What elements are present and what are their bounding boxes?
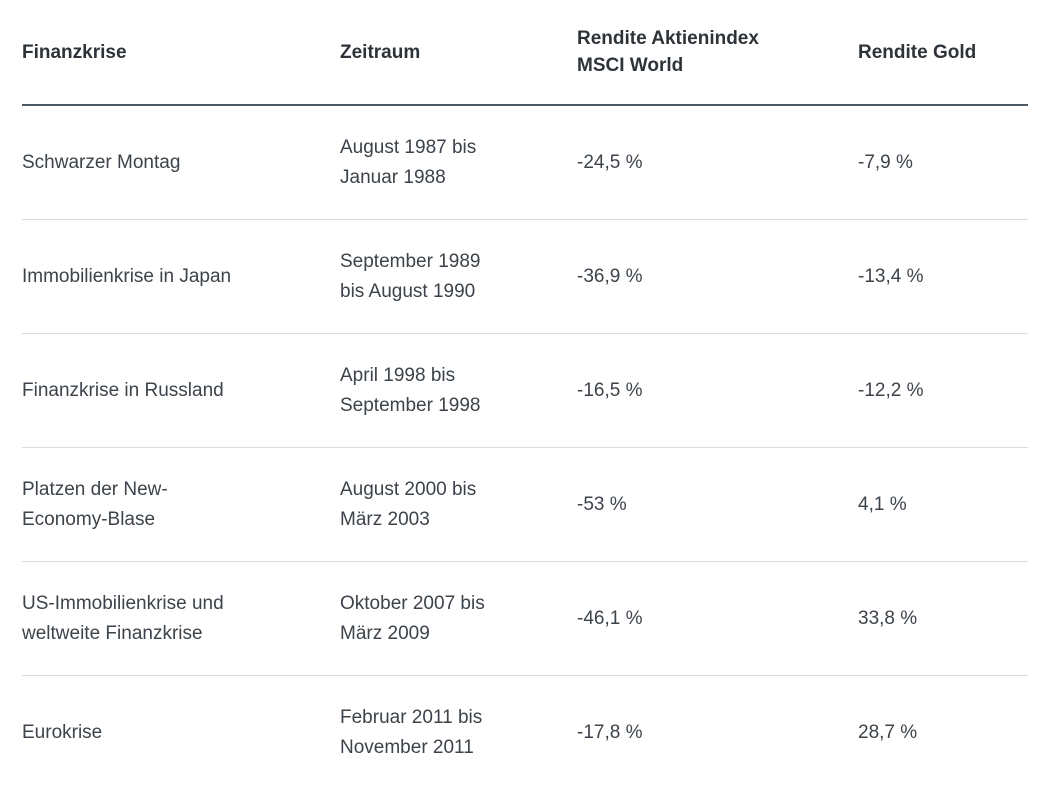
col-header-rendite-gold: Rendite Gold — [858, 0, 1028, 106]
cell-finanzkrise: Eurokrise — [22, 675, 340, 789]
table-body: Schwarzer Montag August 1987 bis Januar … — [22, 105, 1028, 789]
cell-rendite-gold: 4,1 % — [858, 447, 1028, 562]
col-header-zeitraum: Zeitraum — [340, 0, 577, 106]
cell-zeitraum: Februar 2011 bis November 2011 — [340, 675, 577, 789]
cell-rendite-gold: 28,7 % — [858, 675, 1028, 789]
cell-rendite-gold: -7,9 % — [858, 151, 913, 173]
cell-rendite-msci-world: -53 % — [577, 447, 858, 562]
cell-rendite-gold: -12,2 % — [858, 333, 1028, 448]
cell-rendite-gold: -13,4 % — [858, 219, 1028, 334]
table-row-new-economy-blase: Platzen der New- Economy-Blase August 20… — [22, 447, 1028, 562]
cell-zeitraum: April 1998 bis September 1998 — [340, 333, 577, 448]
cell-zeitraum: Oktober 2007 bis März 2009 — [340, 561, 577, 676]
col-header-rendite-msci-world: Rendite Aktienindex MSCI World — [577, 0, 858, 106]
header-row: Finanzkrise Zeitraum Rendite Aktienindex… — [22, 0, 1028, 106]
table-header: Finanzkrise Zeitraum Rendite Aktienindex… — [22, 0, 1028, 106]
table-row-schwarzer-montag: Schwarzer Montag August 1987 bis Januar … — [22, 105, 1028, 220]
cell-zeitraum: September 1989 bis August 1990 — [340, 219, 577, 334]
cell-rendite-msci-world: -36,9 % — [577, 219, 858, 334]
col-header-finanzkrise: Finanzkrise — [22, 0, 340, 106]
cell-rendite-gold: 33,8 % — [858, 561, 1028, 676]
cell-rendite-msci-world: -46,1 % — [577, 561, 858, 676]
cell-zeitraum: August 2000 bis März 2003 — [340, 447, 577, 562]
cell-finanzkrise: Schwarzer Montag — [22, 151, 181, 173]
cell-rendite-msci-world: -24,5 % — [577, 151, 643, 173]
table-row-eurokrise: Eurokrise Februar 2011 bis November 2011… — [22, 675, 1028, 789]
cell-finanzkrise: Immobilienkrise in Japan — [22, 219, 340, 334]
table-row-finanzkrise-russland: Finanzkrise in Russland April 1998 bis S… — [22, 333, 1028, 448]
table-row-us-immobilienkrise: US-Immobilienkrise und weltweite Finanzk… — [22, 561, 1028, 676]
cell-finanzkrise: Platzen der New- Economy-Blase — [22, 447, 340, 562]
cell-finanzkrise: US-Immobilienkrise und weltweite Finanzk… — [22, 561, 340, 676]
cell-finanzkrise: Finanzkrise in Russland — [22, 333, 340, 448]
cell-rendite-msci-world: -17,8 % — [577, 675, 858, 789]
table-row-immobilienkrise-japan: Immobilienkrise in Japan September 1989 … — [22, 219, 1028, 334]
cell-zeitraum: August 1987 bis Januar 1988 — [340, 136, 477, 188]
crisis-returns-table: Finanzkrise Zeitraum Rendite Aktienindex… — [22, 0, 1028, 789]
cell-rendite-msci-world: -16,5 % — [577, 333, 858, 448]
